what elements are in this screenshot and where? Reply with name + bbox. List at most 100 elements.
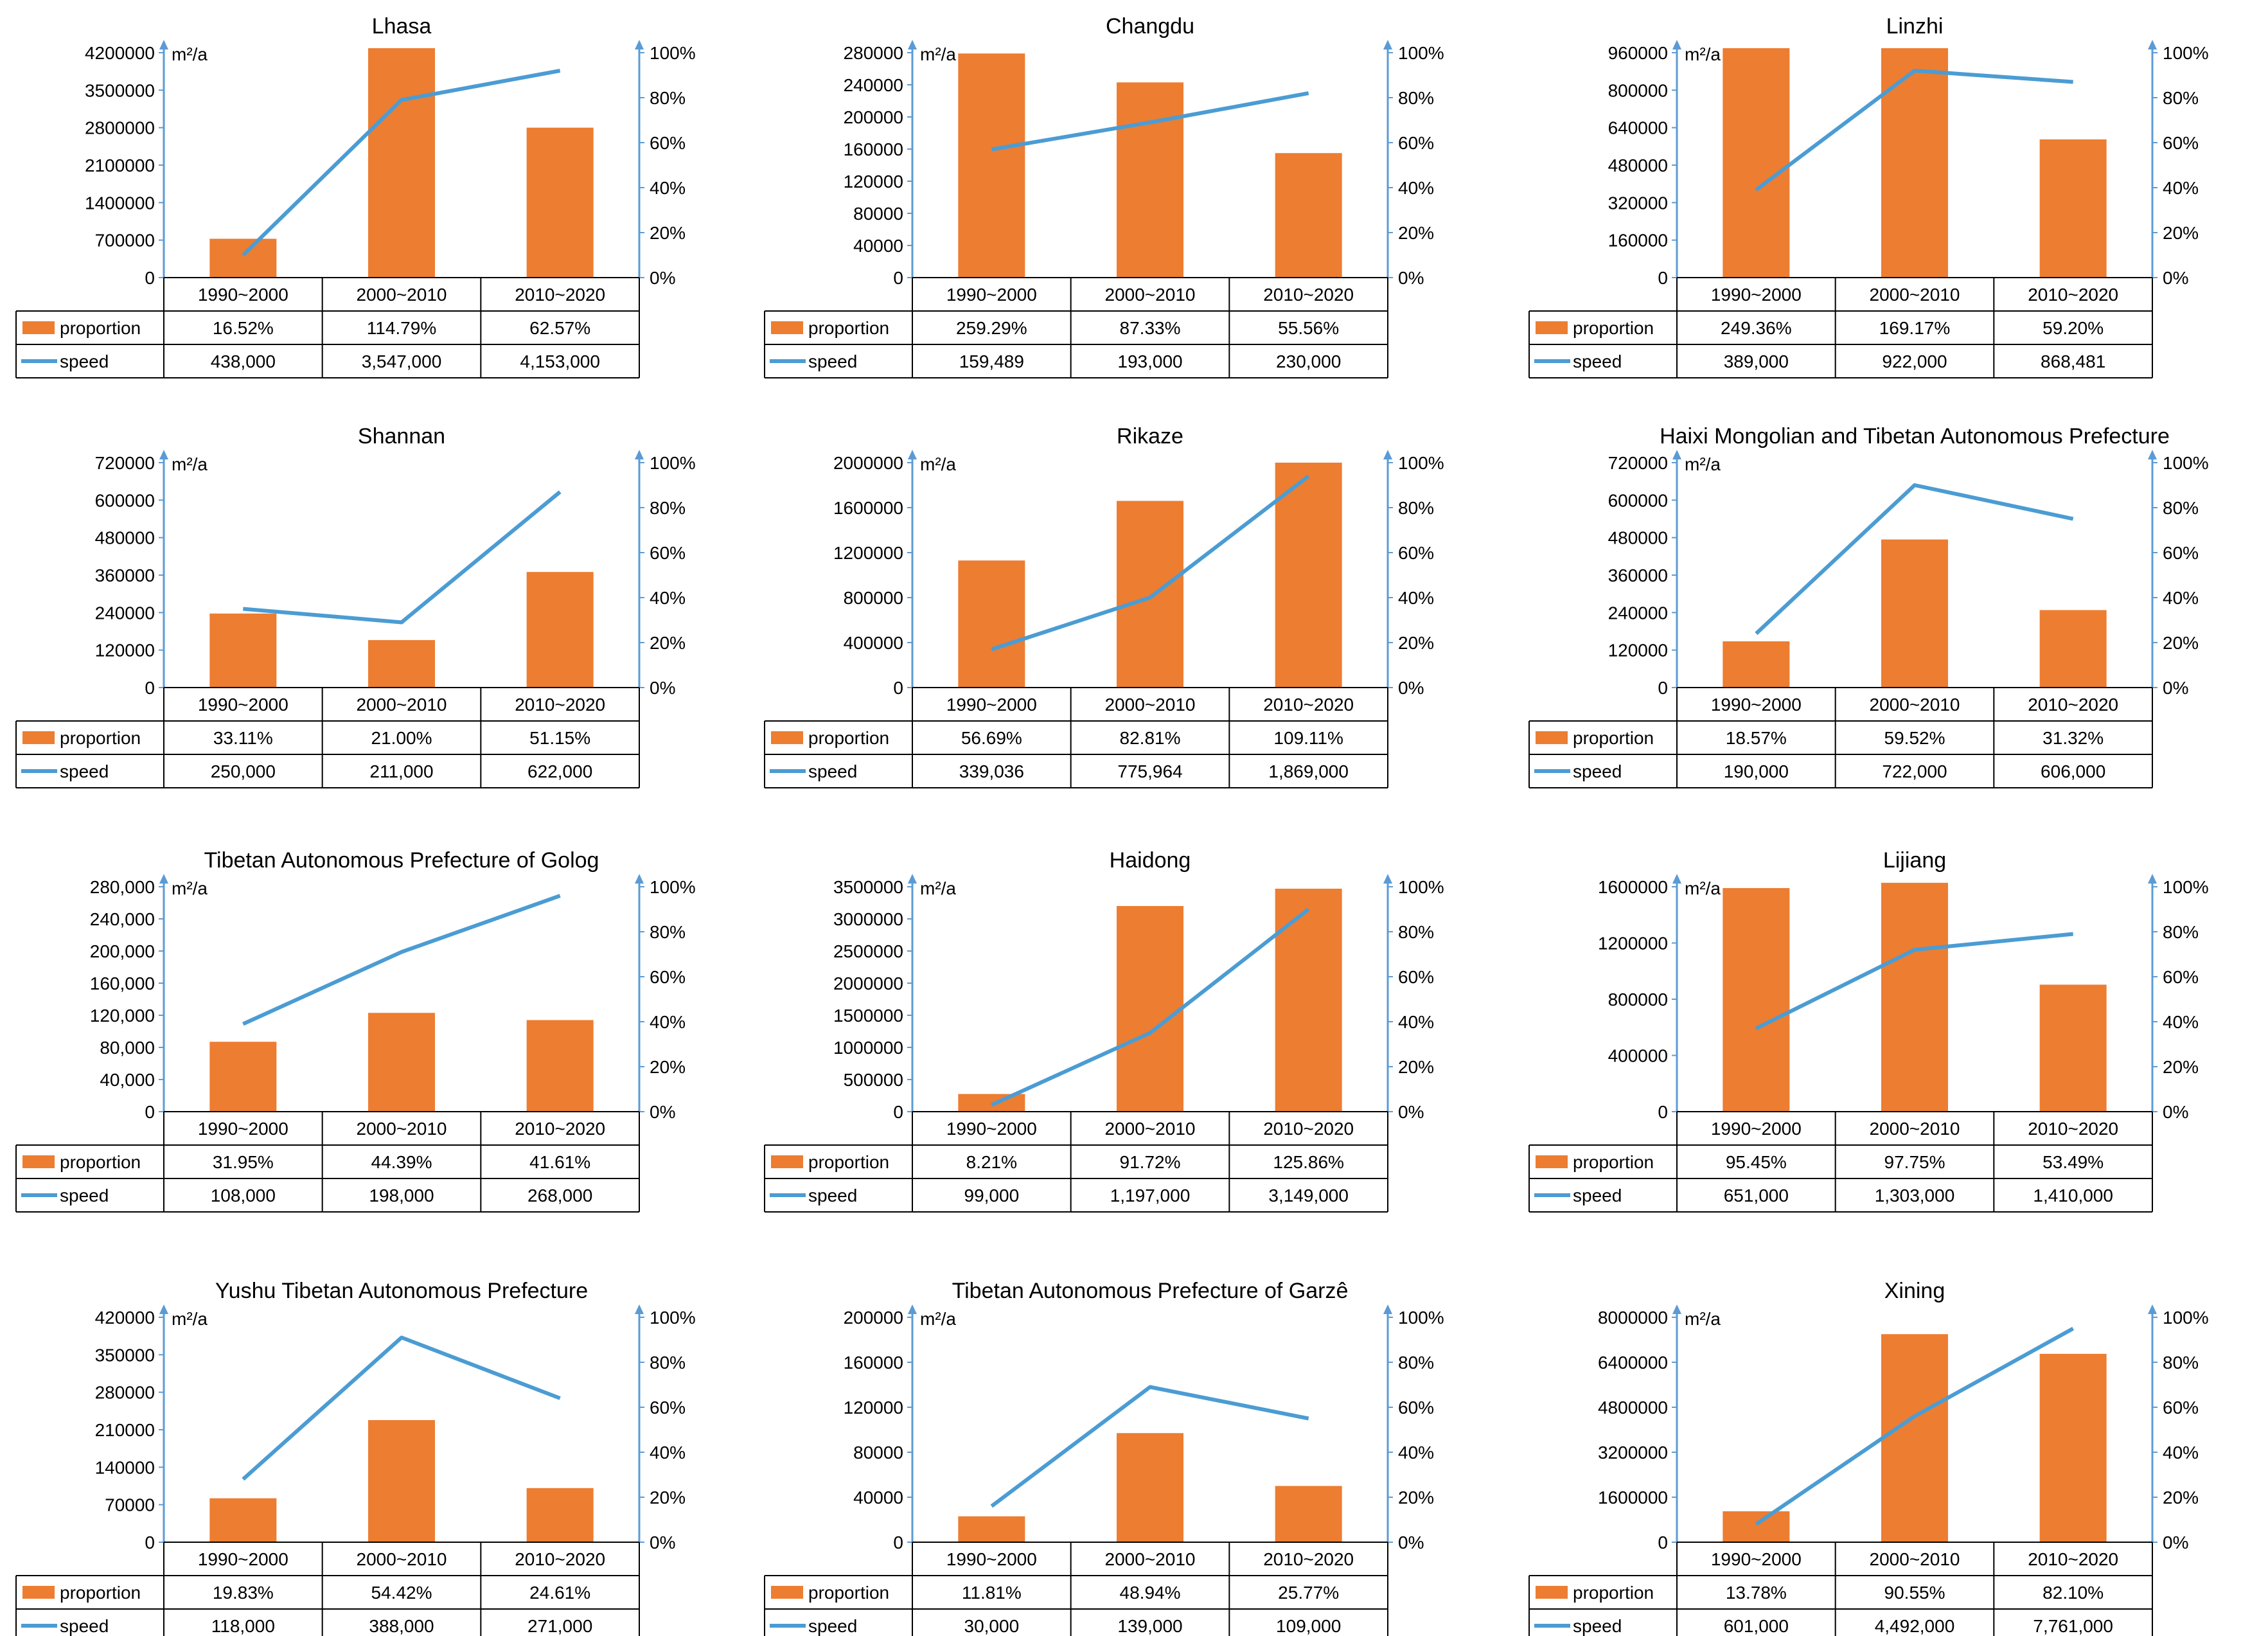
y2-tick-label: 100% <box>2163 43 2209 63</box>
bar <box>1275 889 1342 1112</box>
y-tick-label: 2800000 <box>85 118 155 138</box>
legend-label: proportion <box>60 728 141 748</box>
category-label: 2000~2010 <box>1870 1549 1960 1569</box>
bar <box>1117 82 1183 278</box>
left-axis-arrow <box>908 874 917 884</box>
legend-key-bar <box>22 321 55 334</box>
legend-key-bar <box>1536 1586 1568 1599</box>
table-cell: 139,000 <box>1117 1616 1182 1636</box>
legend-label: speed <box>808 761 857 781</box>
legend-label: speed <box>1573 1186 1622 1205</box>
y-tick-label: 160000 <box>844 139 903 159</box>
bar <box>1881 539 1948 688</box>
y2-tick-label: 100% <box>1398 1308 1444 1328</box>
y-tick-label: 1600000 <box>833 498 903 518</box>
table-cell: 30,000 <box>964 1616 1020 1636</box>
category-label: 2000~2010 <box>1870 285 1960 305</box>
table-cell: 3,149,000 <box>1268 1186 1349 1205</box>
y-unit-label: m²/a <box>1685 878 1721 898</box>
table-cell: 62.57% <box>529 318 590 338</box>
legend-key-bar <box>1536 731 1568 744</box>
table-cell: 16.52% <box>213 318 274 338</box>
y2-tick-label: 40% <box>1398 1012 1434 1032</box>
y2-tick-label: 100% <box>650 43 696 63</box>
y2-tick-label: 100% <box>1398 43 1444 63</box>
y-tick-label: 1200000 <box>1598 934 1668 954</box>
table-cell: 271,000 <box>527 1616 592 1636</box>
bar <box>1275 153 1342 278</box>
y-tick-label: 1000000 <box>833 1038 903 1058</box>
category-label: 1990~2000 <box>198 285 288 305</box>
bar <box>1275 1486 1342 1542</box>
y-tick-label: 240,000 <box>90 909 155 929</box>
y2-tick-label: 40% <box>2163 178 2199 198</box>
table-cell: 25.77% <box>1278 1583 1339 1603</box>
y2-tick-label: 20% <box>1398 633 1434 653</box>
legend-key-bar <box>22 1586 55 1599</box>
table-cell: 125.86% <box>1273 1152 1344 1172</box>
y-tick-label: 0 <box>893 1533 903 1552</box>
y2-tick-label: 0% <box>1398 1102 1424 1122</box>
category-label: 1990~2000 <box>946 285 1037 305</box>
table-cell: 230,000 <box>1276 351 1341 371</box>
y-tick-label: 0 <box>893 268 903 288</box>
table-cell: 19.83% <box>213 1583 274 1603</box>
y-tick-label: 280,000 <box>90 877 155 897</box>
y2-tick-label: 80% <box>650 498 686 518</box>
y2-tick-label: 20% <box>1398 1488 1434 1507</box>
table-cell: 606,000 <box>2041 761 2105 781</box>
legend-label: speed <box>1573 351 1622 371</box>
bar <box>2039 984 2107 1112</box>
y2-tick-label: 100% <box>650 453 696 473</box>
y2-tick-label: 40% <box>650 1443 686 1463</box>
legend-label: speed <box>60 1186 109 1205</box>
legend-key-bar <box>1536 321 1568 334</box>
y-tick-label: 600000 <box>95 490 155 510</box>
y2-tick-label: 80% <box>1398 922 1434 942</box>
y2-tick-label: 80% <box>1398 498 1434 518</box>
chart-panel: Haidong m²/a 0 500000 1000000 1500000 2000000 2… <box>764 848 1444 1213</box>
legend-label: proportion <box>808 1583 889 1603</box>
y2-tick-label: 80% <box>2163 498 2199 518</box>
right-axis-arrow <box>635 874 644 884</box>
bar <box>2039 139 2107 278</box>
table-cell: 1,303,000 <box>1875 1186 1955 1205</box>
category-label: 2000~2010 <box>357 695 447 715</box>
right-axis-arrow <box>1383 1304 1392 1314</box>
legend-label: speed <box>1573 761 1622 781</box>
y-tick-label: 1400000 <box>85 193 155 213</box>
y-tick-label: 360000 <box>1608 565 1668 585</box>
table-cell: 1,197,000 <box>1110 1186 1191 1205</box>
y-tick-label: 2000000 <box>833 974 903 993</box>
table-cell: 3,547,000 <box>362 351 442 371</box>
left-axis-arrow <box>159 1304 168 1314</box>
y-tick-label: 200000 <box>844 1308 903 1328</box>
table-cell: 190,000 <box>1724 761 1789 781</box>
y-unit-label: m²/a <box>920 878 956 898</box>
right-axis-arrow <box>1383 874 1392 884</box>
y-tick-label: 200,000 <box>90 941 155 961</box>
category-label: 2010~2020 <box>2028 1119 2118 1139</box>
bar <box>209 238 277 278</box>
y-tick-label: 3500000 <box>833 877 903 897</box>
y2-tick-label: 60% <box>650 967 686 987</box>
y-tick-label: 500000 <box>844 1070 903 1090</box>
y2-tick-label: 60% <box>2163 133 2199 153</box>
legend-label: speed <box>808 351 857 371</box>
table-cell: 7,761,000 <box>2033 1616 2113 1636</box>
y2-tick-label: 100% <box>1398 877 1444 897</box>
y-unit-label: m²/a <box>1685 44 1721 64</box>
category-label: 1990~2000 <box>198 1549 288 1569</box>
y2-tick-label: 20% <box>650 633 686 653</box>
table-cell: 41.61% <box>529 1152 590 1172</box>
bar <box>958 53 1025 278</box>
chart-panel: Tibetan Autonomous Prefecture of Golog m²… <box>15 848 696 1213</box>
y-tick-label: 4200000 <box>85 43 155 63</box>
y-tick-label: 40,000 <box>100 1070 155 1090</box>
y-tick-label: 240000 <box>95 603 155 623</box>
table-cell: 250,000 <box>211 761 276 781</box>
y2-tick-label: 80% <box>1398 88 1434 108</box>
category-label: 2010~2020 <box>2028 695 2118 715</box>
category-label: 1990~2000 <box>1711 1119 1802 1139</box>
y2-tick-label: 100% <box>650 1308 696 1328</box>
